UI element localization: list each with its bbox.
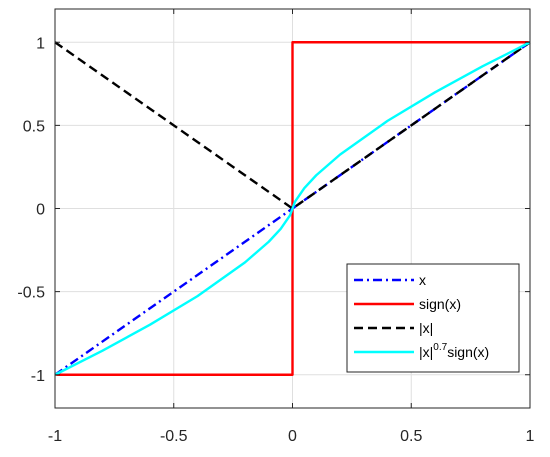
y-tick-label: -1 [31,368,45,385]
legend-label-1: x [419,272,426,288]
x-tick-label: 0 [288,428,297,445]
y-tick-label: 1 [36,35,45,52]
x-tick-label: 0.5 [400,428,422,445]
y-tick-labels: -1 -0.5 0 0.5 1 [17,35,45,385]
x-tick-label: -0.5 [160,428,188,445]
series-group [54,41,531,376]
legend-label-3: |x| [419,320,433,336]
series-line-3 [54,41,531,210]
legend: x sign(x) |x| |x|0.7sign(x) [346,263,520,373]
x-tick-labels: -1 -0.5 0 0.5 1 [48,428,535,445]
legend-label-2: sign(x) [419,296,461,312]
y-tick-label: 0 [36,202,45,219]
x-tick-label: -1 [48,428,62,445]
x-tick-label: 1 [526,428,535,445]
y-tick-label: 0.5 [23,118,45,135]
legend-box [346,263,520,373]
ticks [54,9,531,408]
y-tick-label: -0.5 [17,285,45,302]
series-line-4 [54,41,531,376]
legend-label-4: |x|0.7sign(x) [419,342,489,360]
